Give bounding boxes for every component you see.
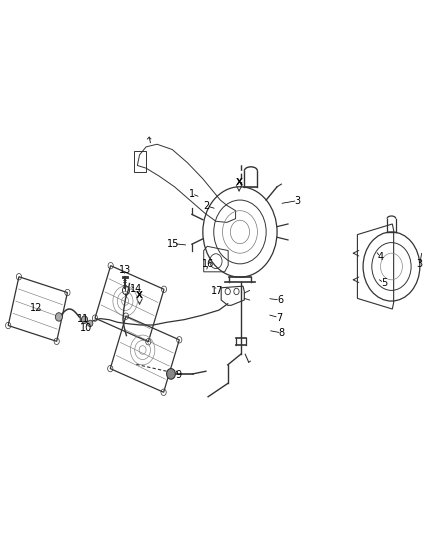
Text: 3: 3	[294, 196, 300, 206]
Circle shape	[81, 316, 88, 324]
Text: 6: 6	[277, 295, 283, 305]
Text: X: X	[236, 178, 243, 187]
Text: 11: 11	[77, 314, 89, 324]
Text: 4: 4	[378, 252, 384, 262]
Text: 12: 12	[30, 303, 42, 313]
Text: 1: 1	[189, 189, 195, 199]
Circle shape	[55, 313, 62, 321]
Text: 2: 2	[204, 201, 210, 211]
Circle shape	[166, 368, 175, 379]
Text: 10: 10	[80, 323, 92, 333]
Text: 7: 7	[276, 312, 282, 322]
Text: 13: 13	[119, 265, 131, 274]
Text: 8: 8	[279, 328, 285, 338]
Text: X: X	[136, 291, 143, 300]
Circle shape	[88, 320, 93, 327]
Text: 16: 16	[202, 259, 215, 269]
Text: 17: 17	[211, 286, 223, 296]
Text: 5: 5	[381, 278, 387, 288]
Text: 3: 3	[417, 260, 423, 269]
Text: 9: 9	[176, 370, 182, 380]
Text: 14: 14	[130, 284, 142, 294]
Text: 15: 15	[167, 239, 180, 248]
